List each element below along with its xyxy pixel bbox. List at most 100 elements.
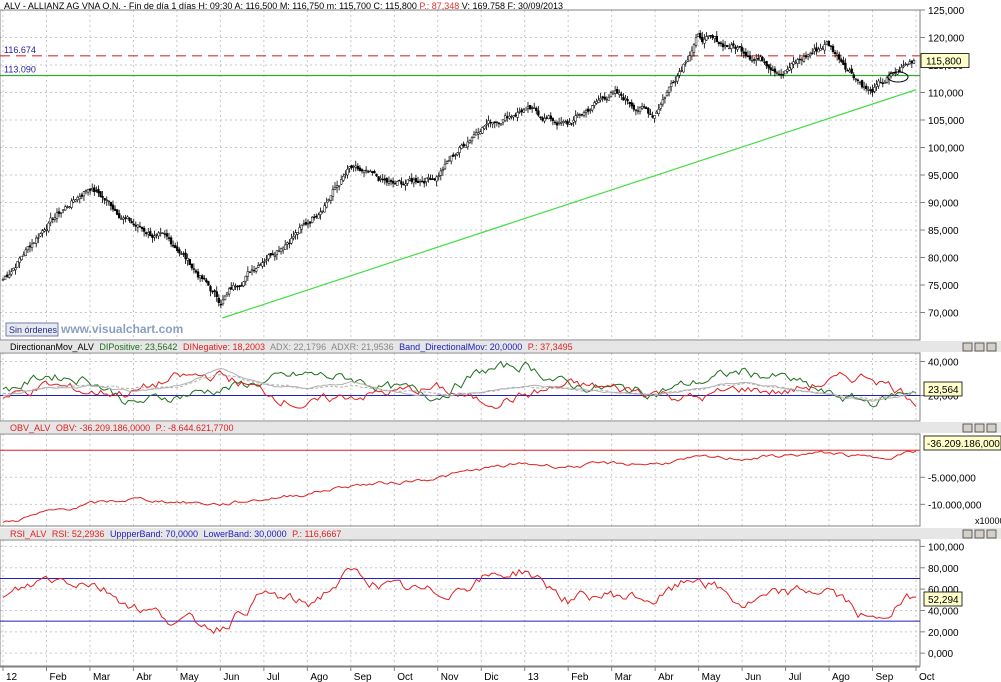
candle-body	[72, 199, 75, 203]
candle-body	[495, 121, 499, 123]
rsi-last-tag: 52,294	[923, 591, 963, 607]
candle-body	[82, 191, 86, 197]
candle-body	[209, 286, 212, 292]
candle-body	[387, 181, 391, 184]
candle-body	[144, 232, 148, 235]
candle-body	[663, 97, 667, 99]
candle-body	[57, 211, 61, 214]
x-tick-label: Mar	[93, 672, 111, 682]
candle-body	[246, 271, 250, 277]
candle-body	[101, 196, 104, 198]
candle-body	[105, 199, 108, 202]
candle-body	[317, 214, 320, 219]
candle-body	[352, 165, 355, 168]
candle-body	[435, 176, 438, 182]
candle-body	[456, 152, 459, 156]
candle-body	[721, 43, 725, 48]
candle-body	[782, 74, 785, 76]
candle-body	[503, 115, 507, 121]
candle-body	[686, 59, 689, 62]
candle-body	[568, 122, 571, 125]
candle-body	[744, 51, 748, 57]
dmi-pane: DirectionanMov_ALV DIPositive: 23,5642 D…	[0, 341, 1001, 422]
candle-body	[59, 211, 63, 214]
x-tick-label: Mar	[615, 672, 633, 682]
candle-body	[609, 92, 613, 97]
candle-body	[14, 267, 17, 271]
candle-body	[690, 50, 694, 57]
support-label: 113.090	[4, 65, 36, 75]
candle-body	[234, 285, 237, 288]
candle-body	[389, 180, 393, 182]
rsi-window-buttons[interactable]	[962, 529, 997, 539]
candle-body	[593, 102, 596, 106]
candle-body	[47, 222, 50, 232]
rsi-header: RSI_ALV RSI: 52,2936 UppperBand: 70,0000…	[10, 529, 341, 539]
candle-body	[221, 299, 225, 305]
candle-body	[460, 144, 463, 149]
sin-ordenes-button[interactable]: Sin órdenes	[5, 322, 59, 337]
candle-body	[149, 231, 152, 237]
rsi-name: RSI_ALV	[10, 529, 46, 539]
candle-body	[174, 245, 177, 249]
candle-body	[254, 268, 258, 272]
candle-body	[535, 107, 538, 112]
candle-body	[763, 61, 766, 64]
x-tick-label: Dic	[484, 672, 498, 682]
candle-body	[860, 80, 864, 88]
candle-body	[570, 123, 573, 125]
candle-body	[767, 64, 770, 69]
candle-body	[385, 178, 389, 183]
candle-body	[207, 281, 210, 286]
candle-body	[377, 176, 380, 181]
candle-body	[223, 295, 227, 301]
candle-body	[331, 189, 335, 197]
candle-body	[757, 57, 760, 60]
candle-body	[684, 62, 687, 64]
candle-body	[431, 178, 434, 180]
rsi-last-label: 52,294	[928, 595, 959, 606]
candle-body	[381, 178, 384, 181]
y-tick-label: 110,000	[928, 89, 964, 100]
candle-body	[400, 181, 403, 185]
candle-body	[906, 63, 909, 66]
candle-body	[761, 56, 764, 62]
candle-body	[103, 198, 106, 201]
candle-body	[699, 32, 702, 39]
candle-body	[45, 229, 48, 231]
candle-body	[176, 246, 179, 251]
candle-body	[171, 244, 175, 247]
candle-body	[157, 232, 160, 237]
candle-body	[537, 110, 540, 116]
candle-body	[616, 89, 619, 94]
candle-body	[190, 263, 194, 269]
y-tick-label: 80,000	[928, 564, 959, 575]
x-tick-label: Feb	[49, 672, 67, 682]
candle-body	[833, 52, 837, 55]
candle-body	[559, 121, 563, 124]
candle-body	[734, 46, 737, 49]
candle-body	[800, 59, 804, 61]
candle-body	[205, 279, 208, 283]
candle-body	[364, 169, 368, 172]
candle-body	[155, 234, 158, 236]
candle-body	[541, 117, 544, 121]
obv-name: OBV_ALV	[10, 423, 50, 433]
dmi-window-buttons[interactable]	[962, 342, 997, 352]
candle-body	[213, 290, 216, 292]
candle-body	[661, 99, 665, 105]
y-tick-label: -10.000,000	[928, 500, 982, 511]
candle-body	[267, 254, 270, 260]
candle-body	[169, 237, 173, 245]
candle-body	[188, 259, 191, 266]
candle-body	[806, 54, 810, 57]
candle-body	[18, 257, 21, 263]
candle-body	[476, 132, 480, 135]
candle-body	[620, 94, 623, 96]
candle-body	[230, 287, 233, 290]
candle-body	[427, 177, 430, 179]
obv-window-buttons[interactable]	[962, 423, 997, 433]
candle-body	[752, 59, 756, 61]
candle-body	[194, 270, 198, 273]
resistance-label: 116.674	[4, 45, 36, 55]
